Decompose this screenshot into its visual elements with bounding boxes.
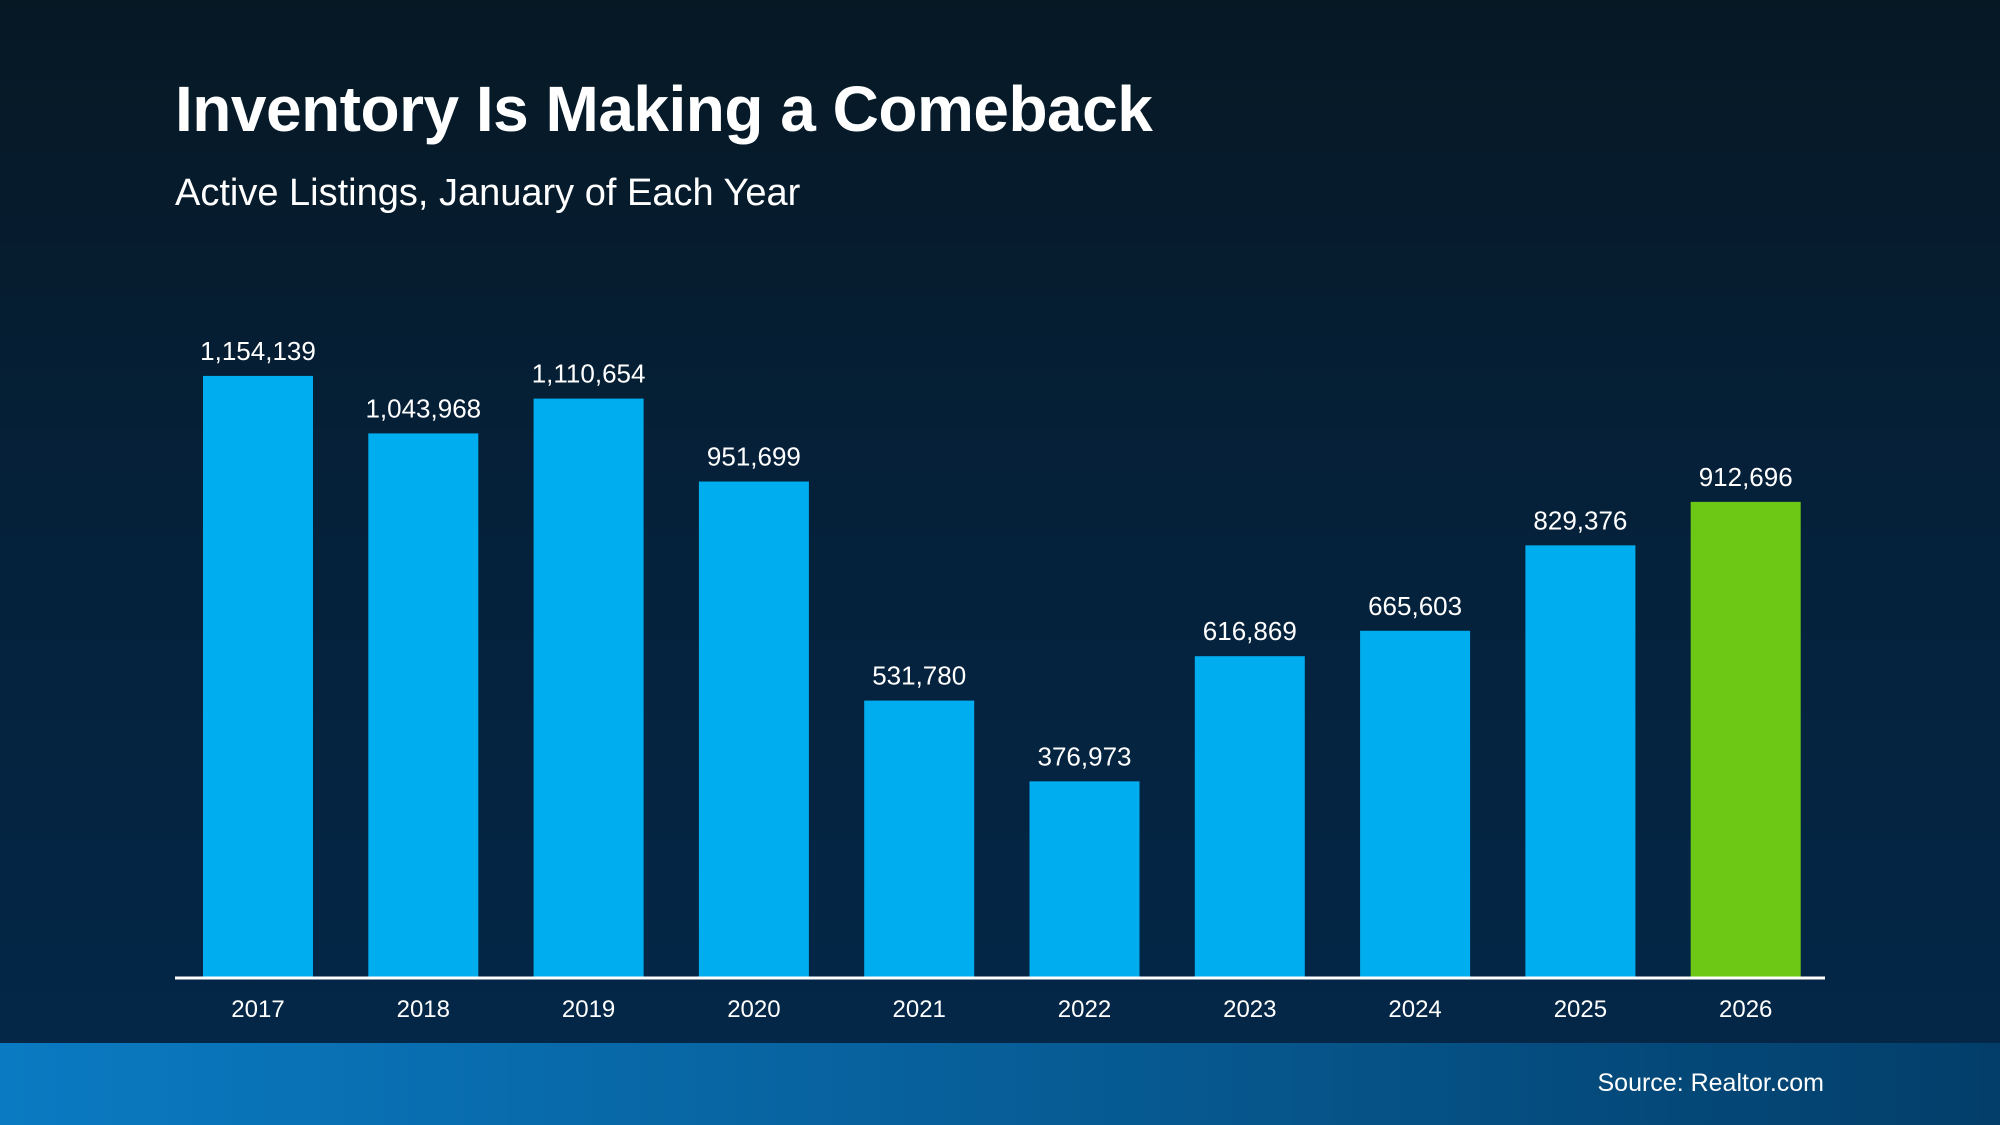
x-tick-label-2025: 2025 bbox=[1554, 996, 1607, 1023]
bar-2018 bbox=[368, 433, 479, 978]
bar-2020 bbox=[698, 481, 809, 978]
bar-2021 bbox=[864, 700, 975, 978]
data-label-2020: 951,699 bbox=[707, 442, 801, 472]
data-label-2021: 531,780 bbox=[872, 661, 966, 691]
data-label-2024: 665,603 bbox=[1368, 591, 1462, 621]
x-tick-label-2020: 2020 bbox=[727, 996, 780, 1023]
data-label-2019: 1,110,654 bbox=[532, 359, 646, 389]
data-label-2025: 829,376 bbox=[1533, 505, 1627, 535]
x-tick-label-2022: 2022 bbox=[1058, 996, 1111, 1023]
bar-2017 bbox=[203, 375, 313, 978]
bar-2025 bbox=[1525, 545, 1636, 978]
bar-2026 bbox=[1690, 501, 1801, 978]
bar-2019 bbox=[533, 398, 644, 978]
chart-title: Inventory Is Making a Comeback bbox=[175, 73, 1153, 145]
x-tick-label-2019: 2019 bbox=[562, 996, 615, 1023]
x-tick-label-2023: 2023 bbox=[1223, 996, 1276, 1023]
bar-2024 bbox=[1360, 630, 1471, 978]
chart-subtitle: Active Listings, January of Each Year bbox=[175, 172, 801, 214]
x-tick-label-2018: 2018 bbox=[397, 996, 450, 1023]
x-tick-label-2024: 2024 bbox=[1388, 996, 1441, 1023]
bar-2023 bbox=[1194, 656, 1305, 978]
x-tick-label-2026: 2026 bbox=[1719, 996, 1772, 1023]
data-label-2018: 1,043,968 bbox=[365, 393, 481, 423]
source-text: Source: Realtor.com bbox=[1597, 1069, 1825, 1097]
bar-2022 bbox=[1029, 781, 1140, 978]
x-tick-label-2021: 2021 bbox=[893, 996, 946, 1023]
bar-chart: 1,154,139 2017 1,043,968 2018 1,110,654 2019 9… bbox=[200, 336, 1801, 1023]
data-label-2017: 1,154,139 bbox=[200, 336, 316, 366]
data-label-2023: 616,869 bbox=[1203, 616, 1297, 646]
footer-band: Source: Realtor.com bbox=[0, 1043, 2000, 1125]
data-label-2022: 376,973 bbox=[1038, 741, 1132, 771]
x-tick-label-2017: 2017 bbox=[231, 996, 284, 1023]
data-label-2026: 912,696 bbox=[1699, 462, 1793, 492]
